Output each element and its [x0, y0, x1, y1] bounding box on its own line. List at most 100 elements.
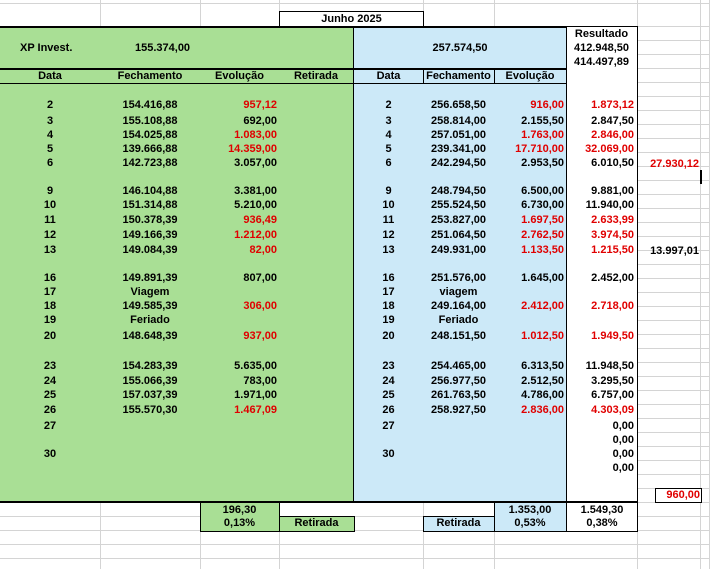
right-evo-cell[interactable]: 1.697,50 — [521, 214, 564, 226]
result-cell[interactable]: 2.452,00 — [591, 272, 634, 284]
left-close-cell[interactable]: 149.891,39 — [122, 272, 178, 284]
right-close-cell[interactable]: 249.931,00 — [430, 244, 487, 256]
left-evo-cell[interactable]: 936,49 — [243, 214, 277, 226]
right-evo-cell[interactable]: 2.155,50 — [521, 115, 564, 127]
result-cell[interactable]: 1.949,50 — [591, 330, 634, 342]
left-close-cell[interactable]: Feriado — [130, 314, 170, 326]
result-total-pct[interactable]: 0,38% — [586, 517, 618, 529]
right-evo-cell[interactable]: 6.500,00 — [521, 185, 564, 197]
right-day-cell[interactable]: 24 — [382, 375, 395, 387]
left-evo-cell[interactable]: 1.212,00 — [234, 229, 277, 241]
right-evo-cell[interactable]: 1.645,00 — [521, 272, 564, 284]
left-account-value[interactable]: 155.374,00 — [135, 42, 191, 54]
right-close-cell[interactable]: 258.814,00 — [430, 115, 487, 127]
result-cell[interactable]: 2.633,99 — [591, 214, 634, 226]
left-evo-cell[interactable]: 692,00 — [243, 115, 277, 127]
left-evo-cell[interactable]: 807,00 — [243, 272, 277, 284]
result-total-1[interactable]: 412.948,50 — [573, 42, 630, 54]
right-close-cell[interactable]: 258.927,50 — [430, 404, 487, 416]
result-cell[interactable] — [566, 313, 634, 327]
right-day-cell[interactable]: 30 — [382, 448, 395, 460]
left-day-cell[interactable]: 19 — [43, 314, 57, 326]
left-close-cell[interactable] — [100, 419, 200, 433]
left-close-cell[interactable]: 149.166,39 — [122, 229, 178, 241]
left-day-cell[interactable]: 30 — [43, 448, 57, 460]
left-day-cell[interactable]: 17 — [43, 286, 57, 298]
right-close-cell[interactable]: 253.827,00 — [430, 214, 487, 226]
left-close-cell[interactable]: 155.066,39 — [122, 375, 178, 387]
left-day-cell[interactable]: 25 — [43, 389, 57, 401]
left-evo-cell[interactable] — [200, 285, 277, 299]
result-total-2[interactable]: 414.497,89 — [573, 56, 630, 68]
left-evo-cell[interactable]: 1.467,09 — [234, 404, 277, 416]
right-evo-cell[interactable]: 4.786,00 — [521, 389, 564, 401]
left-day-cell[interactable]: 11 — [44, 214, 56, 226]
right-day-cell[interactable]: 19 — [382, 314, 395, 326]
left-evo-cell[interactable]: 1.971,00 — [234, 389, 277, 401]
left-close-cell[interactable]: Viagem — [130, 286, 170, 298]
left-evo-cell[interactable]: 937,00 — [243, 330, 277, 342]
right-day-cell[interactable]: 5 — [385, 143, 392, 155]
left-day-cell[interactable]: 16 — [43, 272, 57, 284]
right-close-cell[interactable]: 255.524,50 — [430, 199, 487, 211]
right-close-cell[interactable] — [423, 447, 494, 461]
result-cell[interactable]: 11.948,50 — [585, 360, 634, 372]
left-close-cell[interactable]: 154.025,88 — [122, 129, 178, 141]
side-week1-total[interactable]: 27.930,12 — [650, 158, 699, 170]
right-close-cell[interactable]: 248.794,50 — [430, 185, 487, 197]
right-evo-cell[interactable]: 2.762,50 — [521, 229, 564, 241]
right-close-cell[interactable]: 261.763,50 — [430, 389, 487, 401]
left-day-cell[interactable]: 6 — [46, 157, 54, 169]
left-day-cell[interactable]: 18 — [43, 300, 57, 312]
left-total-value[interactable]: 196,30 — [222, 504, 257, 516]
result-cell[interactable]: 2.846,00 — [591, 129, 634, 141]
left-evo-cell[interactable] — [200, 447, 277, 461]
left-close-cell[interactable]: 139.666,88 — [122, 143, 178, 155]
left-close-cell[interactable]: 154.283,39 — [122, 360, 178, 372]
right-day-cell[interactable]: 26 — [382, 404, 395, 416]
right-close-cell[interactable]: 251.064,50 — [430, 229, 487, 241]
right-day-cell[interactable]: 27 — [382, 420, 395, 432]
result-cell[interactable]: 0,00 — [612, 462, 634, 474]
left-evo-cell[interactable]: 3.381,00 — [234, 185, 277, 197]
right-account-value[interactable]: 257.574,50 — [432, 42, 488, 54]
right-close-cell[interactable]: viagem — [439, 286, 478, 298]
right-evo-cell[interactable]: 1.012,50 — [521, 330, 564, 342]
result-cell[interactable]: 3.974,50 — [591, 229, 634, 241]
right-day-cell[interactable]: 6 — [385, 157, 392, 169]
right-evo-cell[interactable]: 6.313,50 — [521, 360, 564, 372]
result-cell[interactable] — [566, 285, 634, 299]
left-close-cell[interactable]: 149.585,39 — [122, 300, 178, 312]
right-evo-cell[interactable]: 2.412,00 — [521, 300, 564, 312]
right-day-cell[interactable]: 2 — [385, 99, 392, 111]
right-day-cell[interactable]: 11 — [382, 214, 395, 226]
left-close-cell[interactable]: 149.084,39 — [122, 244, 178, 256]
left-day-cell[interactable]: 2 — [46, 99, 54, 111]
left-day-cell[interactable]: 27 — [43, 420, 57, 432]
left-evo-cell[interactable]: 14.359,00 — [228, 143, 277, 155]
left-close-cell[interactable]: 155.108,88 — [122, 115, 178, 127]
right-close-cell[interactable]: 254.465,00 — [430, 360, 487, 372]
right-evo-cell[interactable] — [494, 419, 564, 433]
side-week2-total[interactable]: 13.997,01 — [650, 245, 699, 257]
left-evo-cell[interactable]: 306,00 — [243, 300, 277, 312]
result-cell[interactable]: 0,00 — [612, 448, 634, 460]
result-cell[interactable]: 1.873,12 — [591, 99, 634, 111]
right-close-cell[interactable]: 251.576,00 — [430, 272, 487, 284]
right-close-cell[interactable]: 239.341,00 — [430, 143, 487, 155]
right-close-cell[interactable]: 257.051,00 — [430, 129, 487, 141]
left-day-cell[interactable]: 4 — [46, 129, 54, 141]
right-evo-cell[interactable] — [494, 447, 564, 461]
result-total-value[interactable]: 1.549,30 — [580, 504, 624, 516]
right-evo-cell[interactable]: 17.710,00 — [515, 143, 564, 155]
right-close-cell[interactable]: Feriado — [438, 314, 479, 326]
right-day-cell[interactable]: 25 — [382, 389, 395, 401]
right-day-cell[interactable]: 10 — [382, 199, 395, 211]
right-evo-cell[interactable]: 6.730,00 — [521, 199, 564, 211]
left-evo-cell[interactable]: 5.635,00 — [234, 360, 277, 372]
left-day-cell[interactable]: 12 — [43, 229, 57, 241]
result-cell[interactable]: 6.010,50 — [591, 157, 634, 169]
left-day-cell[interactable]: 23 — [43, 360, 57, 372]
left-day-cell[interactable]: 13 — [43, 244, 57, 256]
